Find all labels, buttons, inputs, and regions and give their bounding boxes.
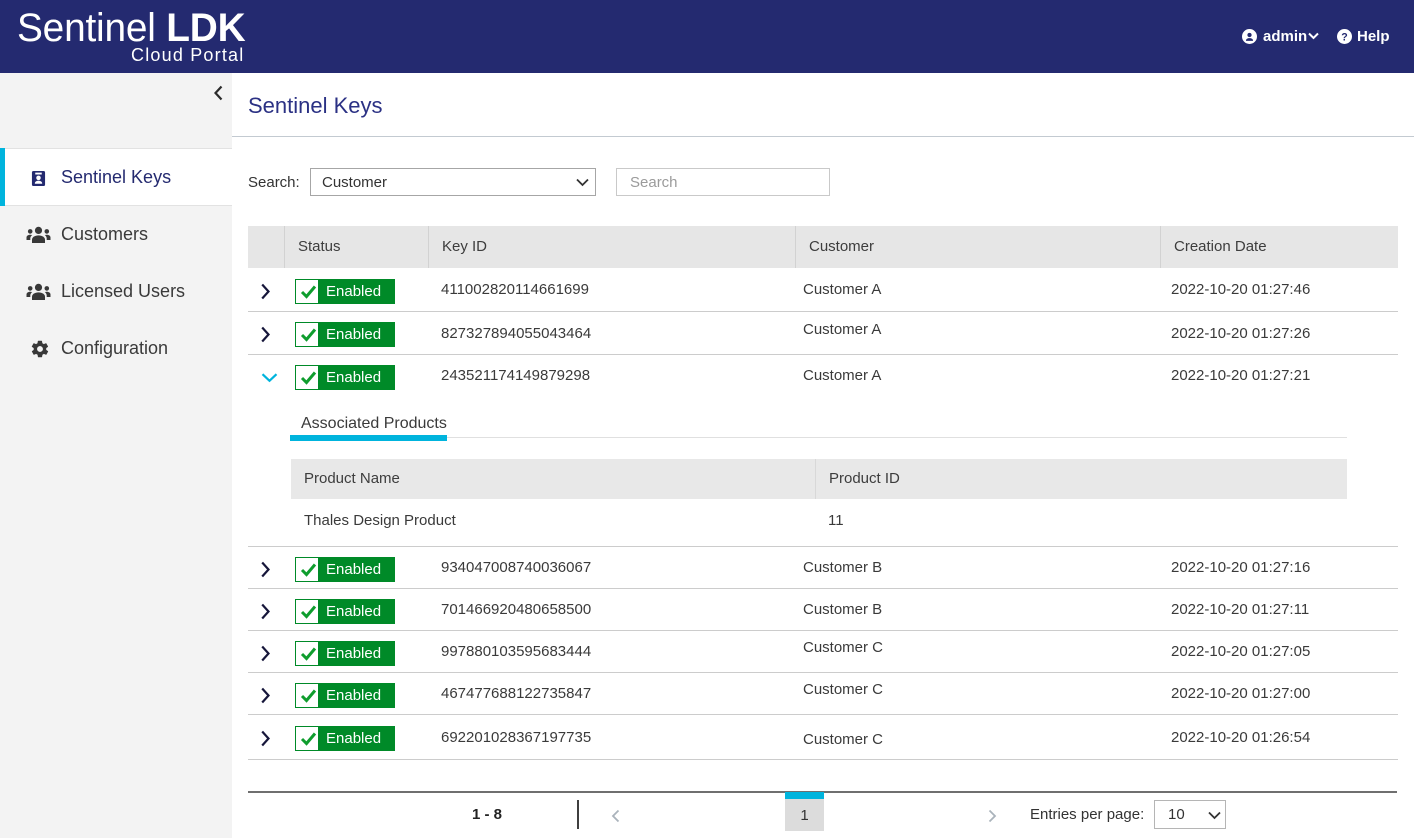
svg-text:?: ? [1341,31,1347,43]
